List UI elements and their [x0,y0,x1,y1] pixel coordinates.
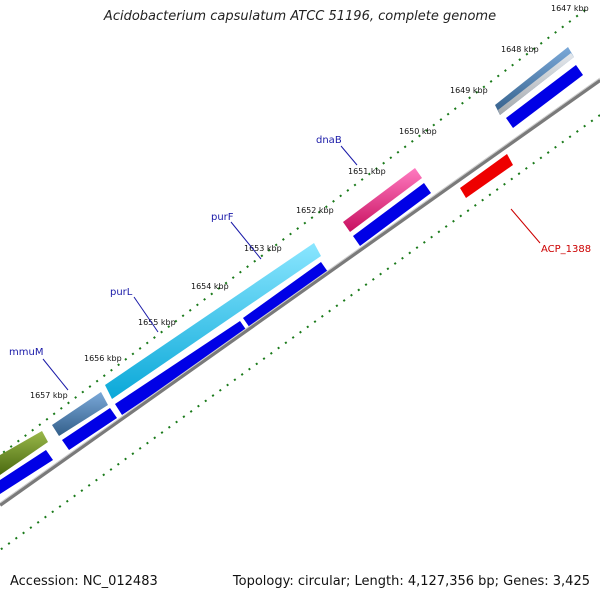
label-purL: purL [110,287,133,298]
gene-purF-purL-feature[interactable] [105,243,321,399]
cds-block-dnaB[interactable] [353,183,431,246]
label-dnaB: dnaB [316,135,342,146]
label-acp1388: ACP_1388 [541,244,591,255]
tick-label-1650: 1650 kbp [399,127,437,136]
cds-block-mmuM[interactable] [62,408,117,450]
tick-label-1657: 1657 kbp [30,391,68,400]
tick-label-1648: 1648 kbp [501,45,539,54]
leader-purL [133,296,159,333]
cds-block-left[interactable] [0,450,53,494]
genome-backbone [0,78,600,507]
inner-tick-track [0,114,600,551]
cds-block-1648[interactable] [506,65,583,128]
footer-summary: Topology: circular; Length: 4,127,356 bp… [232,574,590,589]
gene-acp1388-feature[interactable] [460,154,513,198]
tick-label-1654: 1654 kbp [191,282,229,291]
forward-strand-features [0,47,574,475]
gene-1648-shade [498,53,574,115]
label-purF: purF [211,212,234,223]
gene-left-feature[interactable] [0,431,48,475]
tick-label-1656: 1656 kbp [84,354,122,363]
cds-block-purL[interactable] [115,321,247,415]
gene-dnaB-feature[interactable] [343,168,422,232]
tick-label-1652: 1652 kbp [296,206,334,215]
tick-label-1655: 1655 kbp [138,318,176,327]
tick-label-1649: 1649 kbp [450,86,488,95]
label-mmuM: mmuM [9,347,43,358]
genome-backbone-highlight [0,77,600,504]
gene-labels: dnaB purF purL mmuM ACP_1388 [9,135,591,358]
tick-label-1651: 1651 kbp [348,167,386,176]
scale-labels: 1647 kbp 1648 kbp 1649 kbp 1650 kbp 1651… [30,4,589,400]
leader-purF [230,221,262,260]
label-leaders [42,145,541,391]
gene-mmuM-feature[interactable] [52,392,108,436]
leader-mmuM [42,358,69,391]
outer-tick-track [0,9,586,456]
cds-block-purF[interactable] [243,262,328,328]
leader-dnaB [340,145,358,166]
map-title: Acidobacterium capsulatum ATCC 51196, co… [103,9,497,24]
tick-label-1653: 1653 kbp [244,244,282,253]
leader-acp1388 [510,208,541,244]
tick-label-1647: 1647 kbp [551,4,589,13]
footer-accession: Accession: NC_012483 [10,574,158,589]
cds-track [0,65,583,494]
